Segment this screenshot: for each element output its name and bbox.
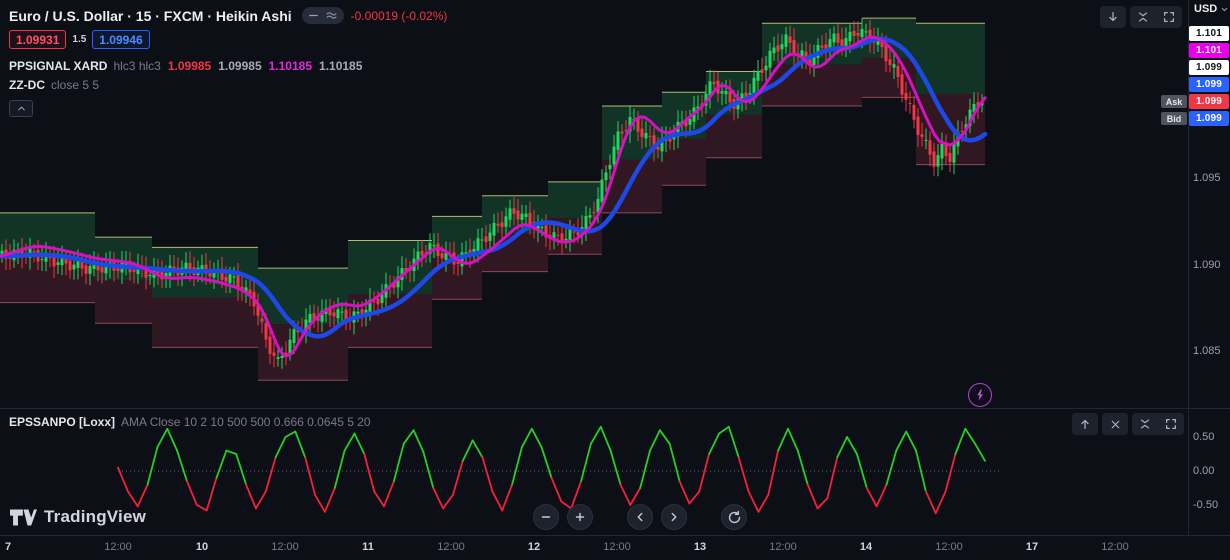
indicator-zzdc-name[interactable]: ZZ-DC (9, 78, 45, 92)
indicator-zzdc-params: close 5 5 (51, 78, 100, 92)
quick-trade-button[interactable] (968, 383, 992, 407)
move-pane-up-button[interactable] (1072, 413, 1098, 435)
currency-menu[interactable]: USD (1194, 3, 1229, 15)
legend-collapse-button[interactable] (9, 100, 33, 117)
minus-icon (541, 516, 551, 518)
collapse-icon (1138, 12, 1148, 22)
reset-chart-button[interactable] (721, 504, 747, 530)
price-tick-label: 1.095 (1193, 172, 1221, 185)
chevron-up-icon (17, 106, 25, 111)
maximize-oscillator-pane-button[interactable] (1158, 413, 1184, 435)
price-tick-label: 1.090 (1193, 258, 1221, 271)
indicator-ppsignal-name[interactable]: PPSIGNAL XARD (9, 59, 108, 73)
legend-minus-button[interactable] (305, 8, 323, 23)
zoom-in-button[interactable] (567, 504, 593, 530)
time-axis-label: 12:00 (935, 541, 963, 553)
indicator-ppsignal-value-4: 1.10185 (319, 59, 363, 73)
axis-price-label: 1.099 (1189, 111, 1229, 126)
time-axis-label: 12:00 (1101, 541, 1129, 553)
indicator-ppsignal-value-1: 1.09985 (167, 59, 212, 73)
time-axis-label: 11 (362, 541, 374, 553)
oscillator-pane[interactable] (0, 409, 1188, 535)
price-change: -0.00019 (-0.02%) (350, 8, 448, 23)
plus-icon (575, 512, 585, 522)
time-axis-label: 12:00 (437, 541, 465, 553)
chart-legend: Euro / U.S. Dollar · 15 · FXCM · Heikin … (9, 7, 447, 117)
collapse-pane-button[interactable] (1130, 6, 1156, 28)
move-pane-down-button[interactable] (1100, 6, 1126, 28)
main-price-pane[interactable] (0, 0, 1188, 408)
chevron-left-icon (637, 512, 643, 522)
time-axis-label: 12 (527, 541, 541, 553)
time-axis-label: 13 (693, 541, 707, 553)
maximize-icon (1166, 419, 1176, 429)
price-axis-border (1188, 0, 1189, 535)
legend-quick-actions (301, 7, 344, 24)
lightning-icon (977, 389, 983, 401)
chevron-right-icon (671, 512, 677, 522)
collapse-icon (1140, 419, 1150, 429)
axis-price-label: 1.099 (1189, 60, 1229, 75)
time-axis-label: 14 (859, 541, 873, 553)
axis-price-label: 1.101 (1189, 26, 1229, 41)
maximize-pane-button[interactable] (1156, 6, 1182, 28)
indicator-ppsignal-value-2: 1.09985 (218, 59, 262, 73)
maximize-icon (1164, 12, 1174, 22)
time-axis-label: 12:00 (271, 541, 299, 553)
time-axis-label: 12:00 (104, 541, 132, 553)
axis-price-label: 1.099 (1189, 77, 1229, 92)
oscillator-tick-label: 0.50 (1193, 431, 1215, 443)
main-pane-button-group (1130, 6, 1182, 28)
collapse-oscillator-pane-button[interactable] (1132, 413, 1158, 435)
oscillator-legend: EPSSANPO [Loxx] AMA Close 10 2 10 500 50… (9, 415, 371, 429)
indicator-ppsignal-params: hlc3 hlc3 (113, 59, 161, 73)
price-tick-label: 1.085 (1193, 344, 1221, 357)
ask-price-box: 1.09946 (92, 30, 150, 49)
time-axis-label: 17 (1025, 541, 1039, 553)
bid-price-box: 1.09931 (9, 30, 67, 49)
spread-value: 1.5 (72, 34, 87, 45)
time-axis-label: 10 (195, 541, 209, 553)
oscillator-tick-label: 0.00 (1193, 465, 1215, 477)
oscillator-pane-button-group (1132, 413, 1184, 435)
price-axis[interactable]: USD 1.101 1.101 1.099 1.099 1.099 Ask 1.099 Bid… (1161, 0, 1230, 535)
symbol-title[interactable]: Euro / U.S. Dollar · 15 · FXCM · Heikin … (9, 7, 292, 24)
tradingview-logo-text: TradingView (44, 507, 147, 526)
main-pane-controls (1100, 6, 1182, 28)
oscillator-pane-controls (1072, 413, 1184, 435)
indicator-epssanpo-params: AMA Close 10 2 10 500 500 0.666 0.0645 5… (121, 415, 371, 429)
currency-label: USD (1194, 3, 1218, 15)
ask-tag: Ask (1161, 95, 1187, 108)
time-axis[interactable]: 7 12:00 10 12:00 11 12:00 12 12:00 13 12:00 14 12:0… (0, 536, 1230, 560)
axis-price-label: 1.101 (1189, 43, 1229, 58)
close-icon (1111, 420, 1119, 428)
time-axis-label: 12:00 (603, 541, 631, 553)
time-axis-separator (0, 535, 1230, 536)
time-axis-label: 12:00 (769, 541, 797, 553)
tradingview-logo-icon (10, 509, 37, 525)
chevron-down-icon (1221, 7, 1228, 11)
arrow-down-icon (1109, 12, 1117, 22)
arrow-up-icon (1081, 419, 1089, 429)
bid-tag: Bid (1161, 112, 1187, 125)
tradingview-logo[interactable]: TradingView (10, 507, 146, 527)
legend-waves-button[interactable] (323, 8, 341, 23)
scroll-left-button[interactable] (627, 504, 653, 530)
scroll-right-button[interactable] (661, 504, 687, 530)
delete-pane-button[interactable] (1102, 413, 1128, 435)
indicator-epssanpo-name[interactable]: EPSSANPO [Loxx] (9, 415, 116, 429)
time-axis-label: 7 (4, 541, 12, 553)
chart-zoom-toolbar (533, 504, 747, 530)
zoom-out-button[interactable] (533, 504, 559, 530)
indicator-ppsignal-value-3: 1.10185 (268, 59, 313, 73)
pane-separator[interactable] (0, 408, 1230, 409)
oscillator-tick-label: -0.50 (1193, 499, 1219, 511)
reset-icon (728, 510, 740, 523)
axis-price-label: 1.099 (1189, 94, 1229, 109)
